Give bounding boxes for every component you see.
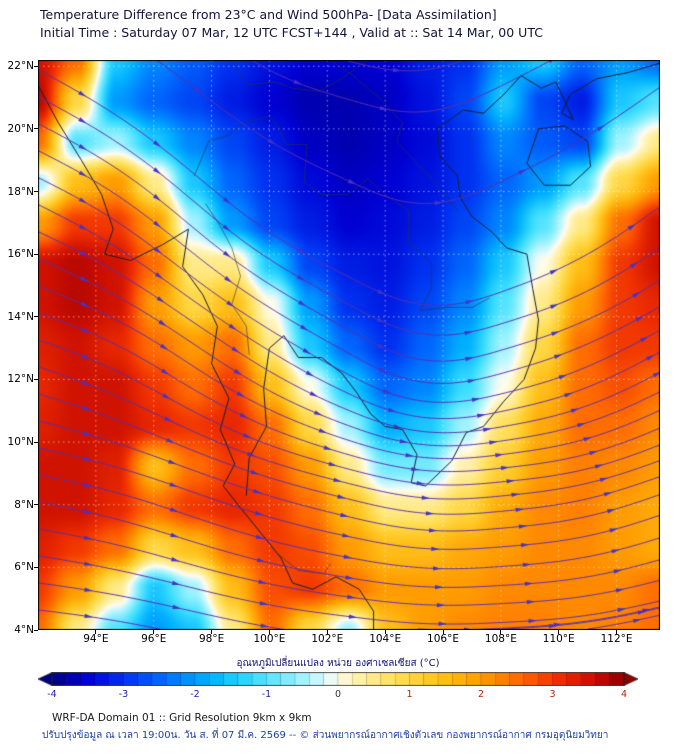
chart-subtitle: Initial Time : Saturday 07 Mar, 12 UTC F… [40,25,543,40]
colorbar-tick-label: -2 [190,689,200,700]
x-tick-mark [442,630,444,634]
x-tick-label: 104°E [369,633,402,645]
y-tick-mark [34,191,38,193]
y-tick-label: 6°N [14,561,34,574]
y-tick-mark [34,378,38,380]
x-tick-label: 98°E [198,633,225,645]
x-tick-label: 102°E [311,633,344,645]
y-tick-mark [34,629,38,631]
y-tick-label: 8°N [14,498,34,511]
x-tick-mark [153,630,155,634]
y-tick-mark [34,128,38,130]
y-tick-label: 12°N [7,373,34,386]
y-tick-mark [34,566,38,568]
colorbar-tick-label: -1 [261,689,272,700]
x-tick-label: 96°E [141,633,167,645]
x-tick-mark [616,630,618,634]
x-tick-mark [500,630,502,634]
x-tick-mark [211,630,213,634]
x-tick-mark [268,630,270,634]
colorbar-tick-label: -3 [118,689,129,700]
footer-update-info: ปรับปรุงข้อมูล ณ เวลา 19:00น. วัน ส. ที่… [42,730,609,741]
x-tick-label: 94°E [83,633,109,645]
colorbar-tick-label: 0 [334,689,342,700]
colorbar-tick-label: 1 [406,689,413,700]
y-tick-label: 10°N [7,436,34,449]
colorbar-tick-label: 4 [620,689,628,700]
x-tick-label: 112°E [600,633,633,645]
x-tick-label: 108°E [484,633,517,645]
y-tick-mark [34,253,38,255]
colorbar-tick-label: 2 [477,689,485,700]
x-tick-label: 100°E [253,633,286,645]
y-tick-label: 22°N [7,60,34,73]
y-tick-label: 18°N [7,185,34,198]
chart-title: Temperature Difference from 23°C and Win… [40,7,497,22]
y-tick-mark [34,316,38,318]
colorbar-tick-label: 3 [549,689,556,700]
weather-map-canvas [38,60,660,630]
footer-domain-info: WRF-DA Domain 01 :: Grid Resolution 9km … [52,712,312,724]
colorbar-label: อุณหภูมิเปลี่ยนแปลง หน่วย องศาเซลเซียส (… [236,658,440,669]
y-tick-label: 14°N [7,310,34,323]
colorbar [38,672,638,686]
y-tick-mark [34,65,38,67]
x-tick-label: 106°E [427,633,459,645]
y-tick-mark [34,441,38,443]
x-tick-mark [326,630,328,634]
x-tick-mark [384,630,386,634]
x-tick-label: 110°E [542,633,575,645]
y-tick-label: 4°N [14,624,34,636]
y-tick-label: 20°N [7,122,34,135]
y-tick-label: 16°N [7,248,34,261]
colorbar-tick-label: -4 [47,689,57,700]
y-tick-mark [34,504,38,506]
x-tick-mark [95,630,97,634]
x-tick-mark [558,630,560,634]
